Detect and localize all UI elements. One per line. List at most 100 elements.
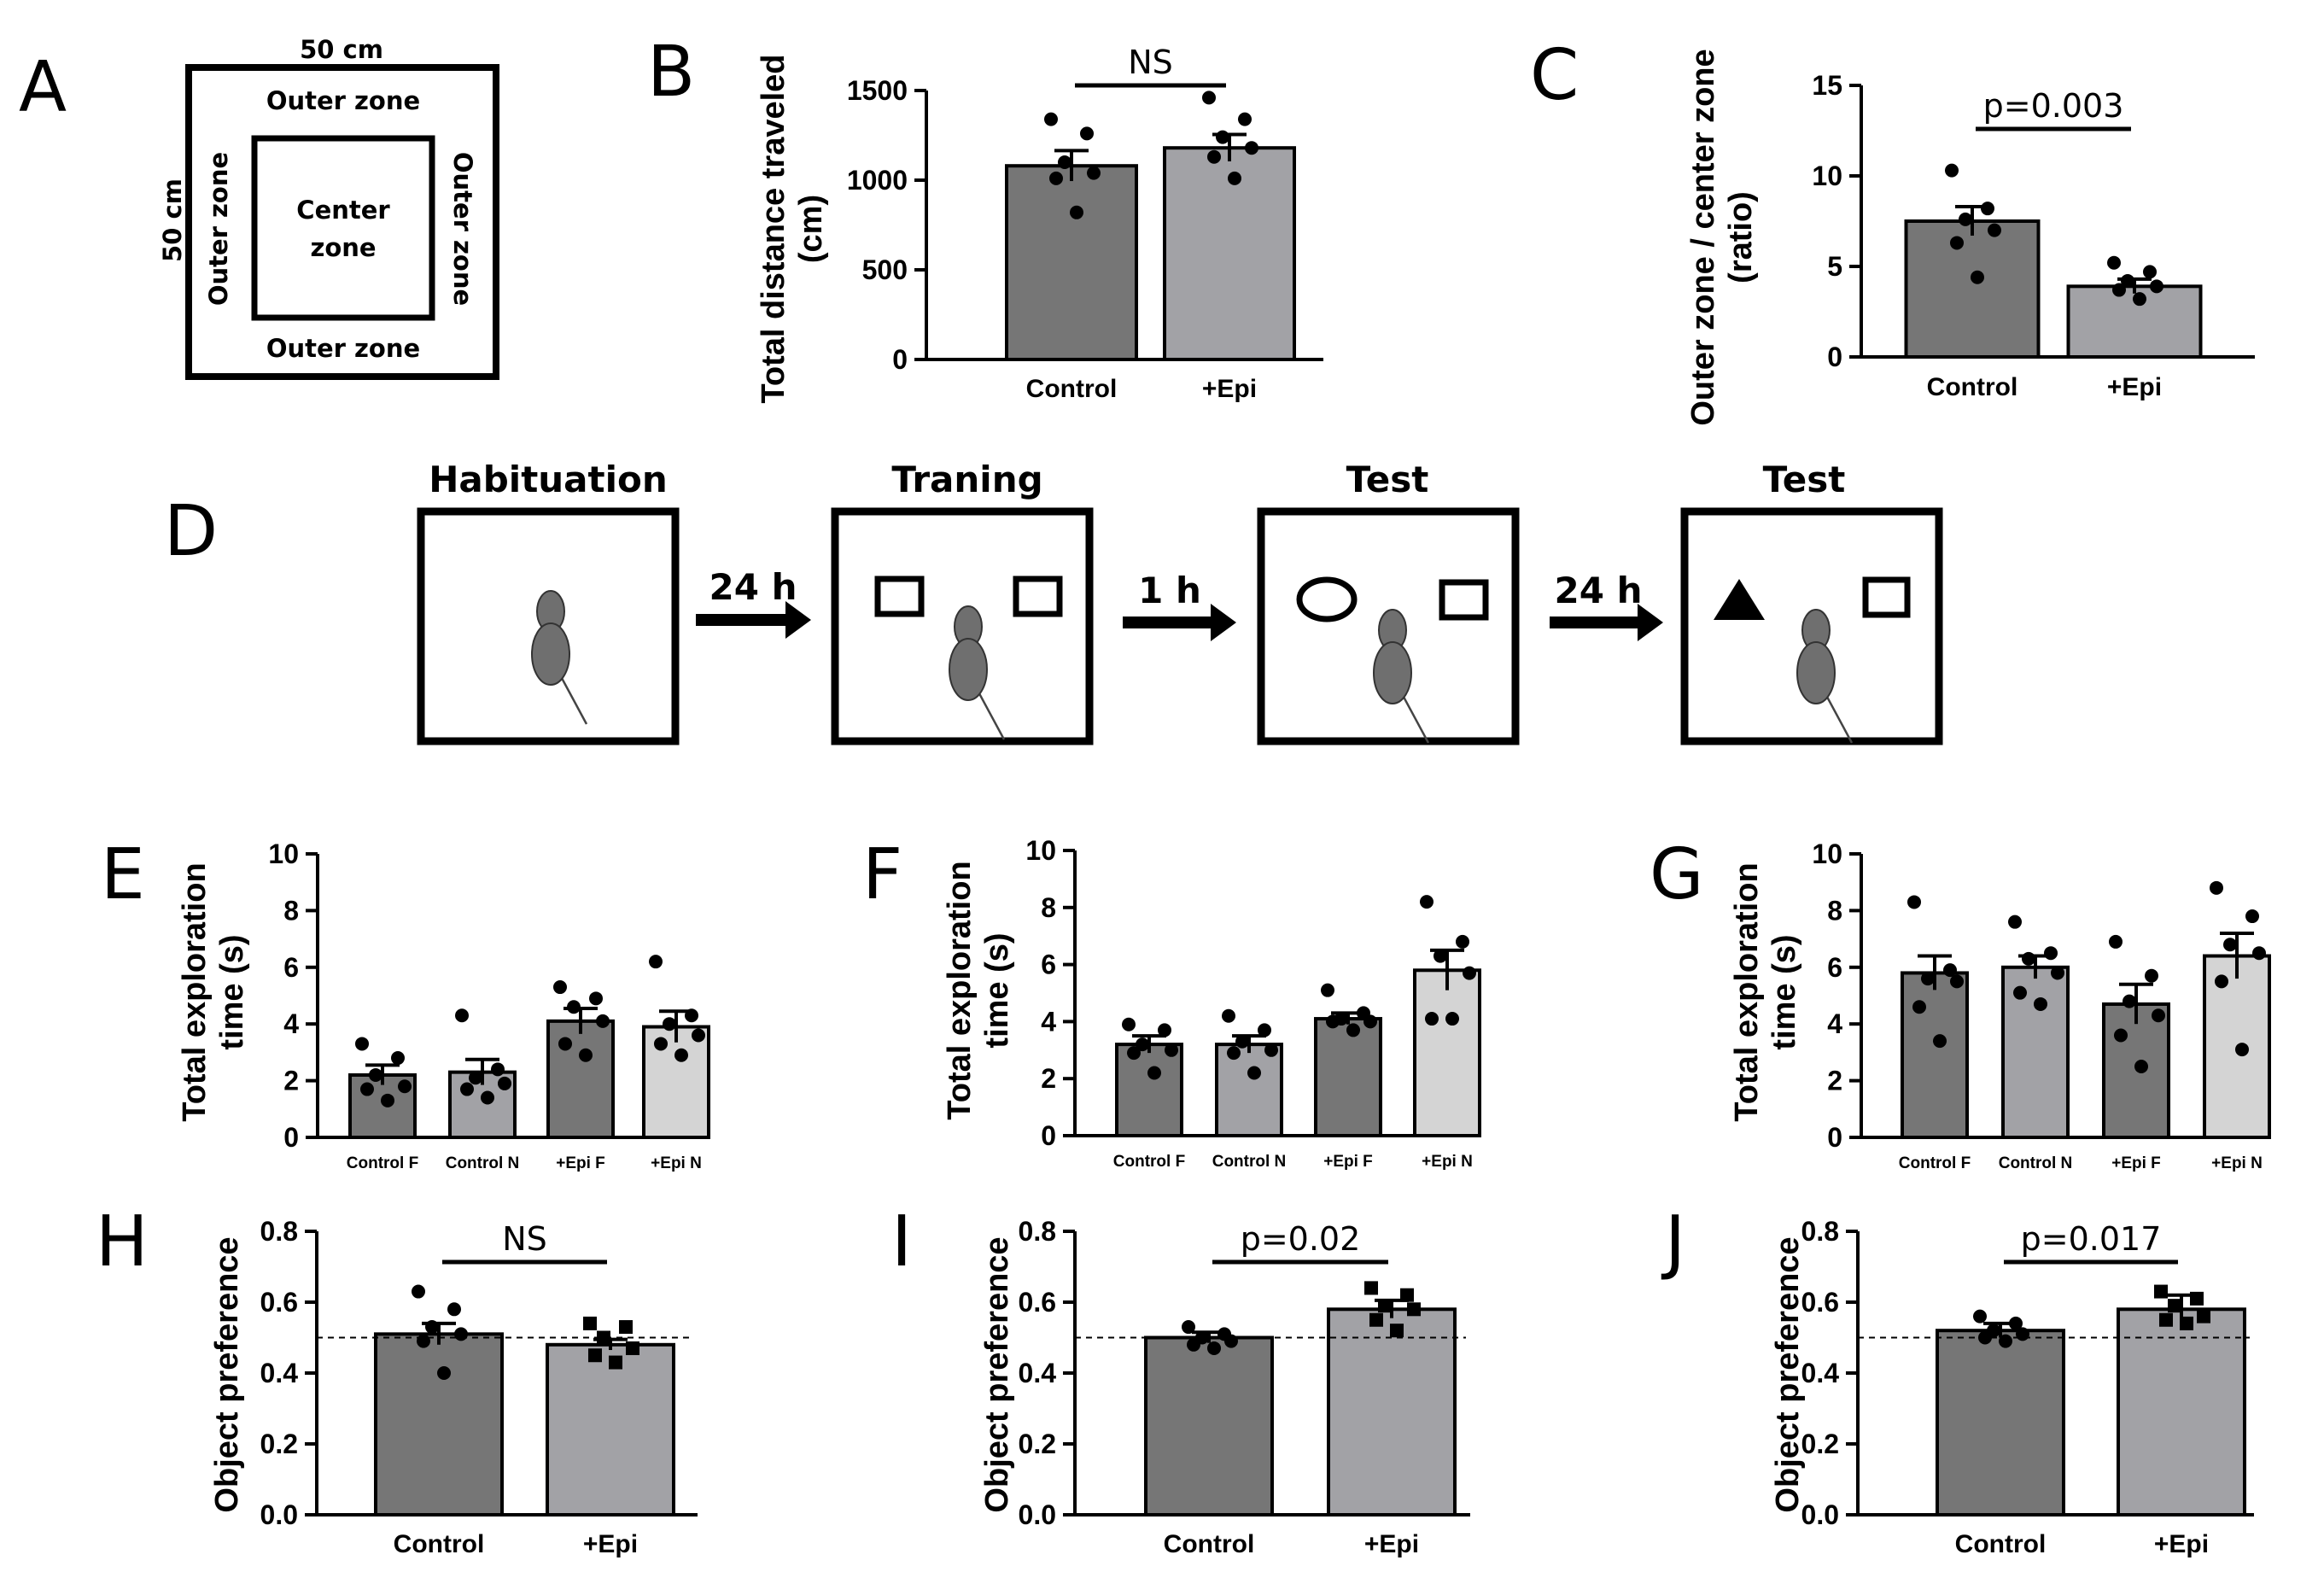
- data-point: [567, 1000, 581, 1014]
- category-label: Control F: [347, 1154, 418, 1172]
- panel-label-g: G: [1650, 834, 1704, 915]
- data-point: [1158, 1023, 1171, 1037]
- data-point: [1921, 972, 1935, 986]
- y-tick-label: 10: [1025, 835, 1056, 866]
- bar: [2001, 965, 2070, 1140]
- category-label: +Epi: [1202, 375, 1257, 403]
- bar: [546, 1019, 615, 1139]
- bar: [1327, 1307, 1457, 1517]
- data-point: [2134, 1060, 2148, 1073]
- y-tick-label: 0.4: [260, 1358, 299, 1388]
- bar: [1904, 219, 2041, 359]
- data-point: [1999, 1334, 2012, 1348]
- y-axis-label: Total explorationtime (s): [1729, 862, 1802, 1121]
- open-field-schematic: 50 cm 50 cm Outer zone Outer zone Outer …: [158, 35, 499, 380]
- category-label: Control: [1164, 1530, 1255, 1558]
- mouse-icon: [1796, 608, 1854, 745]
- data-point: [1235, 1034, 1249, 1049]
- y-tick-label: 0.4: [1019, 1358, 1057, 1388]
- bar: [2203, 954, 2271, 1140]
- data-point: [1933, 1034, 1947, 1049]
- stage-title-test-2: Test: [1763, 459, 1846, 500]
- data-point: [1058, 155, 1071, 169]
- data-point: [2034, 996, 2047, 1011]
- arena-height-label: 50 cm: [158, 178, 187, 262]
- bar: [642, 1025, 710, 1140]
- data-point: [626, 1341, 639, 1355]
- data-point: [2009, 1316, 2023, 1330]
- category-label: +Epi F: [556, 1154, 605, 1172]
- data-point: [1420, 895, 1434, 909]
- data-point: [674, 1048, 688, 1062]
- significance-label: NS: [502, 1220, 547, 1258]
- y-axis-label: Object preference: [1770, 1236, 1806, 1512]
- data-point: [1326, 1014, 1340, 1029]
- bar: [1901, 971, 1969, 1139]
- data-point: [588, 1348, 602, 1363]
- interval-label-1: 24 h: [709, 566, 797, 608]
- data-point: [1224, 1334, 1238, 1348]
- y-tick-label: 2: [1827, 1066, 1842, 1096]
- data-point: [1136, 1037, 1149, 1052]
- y-tick-label: 6: [1041, 950, 1056, 980]
- data-point: [1912, 1000, 1926, 1014]
- data-point: [1227, 1046, 1241, 1061]
- bar: [2117, 1307, 2246, 1517]
- y-tick-label: 6: [283, 952, 299, 983]
- category-label: +Epi F: [2111, 1154, 2161, 1172]
- data-point: [360, 1082, 374, 1096]
- data-point: [583, 1316, 597, 1330]
- arena-outer-box: [185, 64, 499, 380]
- y-tick-label: 4: [1827, 1008, 1842, 1039]
- data-point: [597, 1330, 610, 1345]
- bar: [1163, 146, 1296, 361]
- data-point: [460, 1082, 474, 1096]
- data-point: [1207, 149, 1221, 164]
- panel-label-j: J: [1661, 1201, 1685, 1283]
- y-tick-label: 0.2: [1019, 1429, 1056, 1459]
- y-tick-label: 0.8: [1801, 1216, 1839, 1247]
- data-point: [1346, 1023, 1360, 1037]
- data-point: [2180, 1316, 2193, 1330]
- data-point: [1971, 270, 1984, 284]
- y-tick-label: 8: [1041, 892, 1056, 923]
- category-label: Control F: [1113, 1153, 1185, 1171]
- y-tick-label: 0.0: [1801, 1499, 1839, 1530]
- data-point: [589, 991, 603, 1006]
- bar: [1936, 1329, 2065, 1516]
- data-point: [2245, 909, 2259, 924]
- data-point: [455, 1008, 469, 1023]
- chart-panel-g: 0 2 4 6 8 10 Total explorationtime (s) Control …: [1729, 839, 2271, 1172]
- significance-label: p=0.02: [1241, 1220, 1361, 1258]
- data-point: [2252, 946, 2266, 961]
- stage-title-habituation: Habituation: [429, 459, 668, 500]
- training-arena: [831, 507, 1094, 745]
- data-point: [425, 1320, 439, 1335]
- chart-panel-f: 0 2 4 6 8 10 Total explorationtime (s) Control …: [942, 835, 1481, 1171]
- data-point: [2215, 974, 2228, 989]
- category-label: +Epi: [2154, 1530, 2209, 1558]
- data-point: [1981, 202, 1994, 216]
- panel-label-a: A: [19, 47, 67, 128]
- y-tick-label: 10: [268, 839, 299, 869]
- data-point: [2152, 1008, 2165, 1023]
- panel-label-i: I: [891, 1201, 912, 1283]
- y-tick-label: 0.0: [1019, 1499, 1056, 1530]
- center-zone-label-line1: Center: [296, 196, 390, 225]
- panel-label-h: H: [96, 1201, 149, 1283]
- data-point: [2051, 966, 2064, 980]
- data-point: [1222, 1008, 1235, 1023]
- category-label: +Epi: [583, 1530, 638, 1558]
- data-point: [1950, 236, 1964, 250]
- y-tick-label: 1500: [847, 75, 908, 106]
- data-point: [2123, 994, 2136, 1008]
- bar: [1413, 968, 1481, 1138]
- data-point: [663, 1017, 676, 1031]
- y-tick-label: 0: [283, 1122, 299, 1153]
- bar: [1115, 1043, 1183, 1137]
- data-point: [1434, 949, 1447, 963]
- data-point: [1187, 1337, 1200, 1352]
- y-tick-label: 4: [1041, 1006, 1056, 1037]
- data-point: [2008, 915, 2022, 929]
